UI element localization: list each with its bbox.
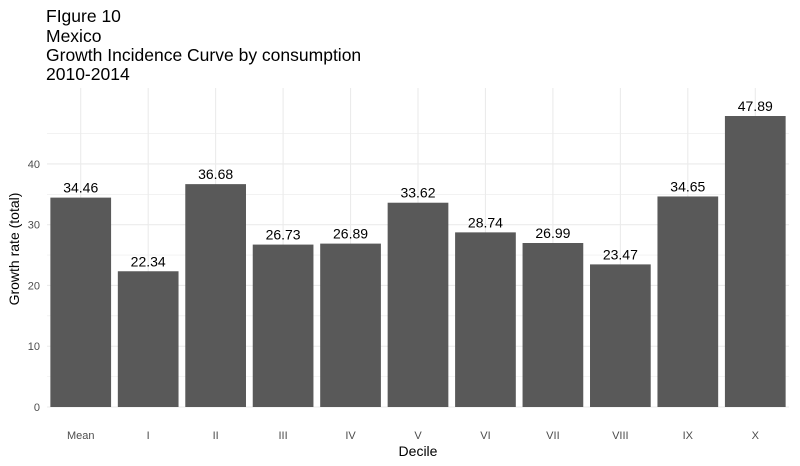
y-tick-label: 20	[28, 280, 40, 292]
x-tick-label: V	[414, 430, 422, 442]
y-tick-label: 30	[28, 220, 40, 232]
x-tick-label: III	[279, 430, 288, 442]
x-tick-label: Mean	[67, 430, 95, 442]
bar-vii	[522, 243, 584, 407]
bar-v	[387, 202, 449, 407]
data-label: 22.34	[131, 253, 166, 269]
x-tick-label: I	[147, 430, 150, 442]
y-tick-label: 40	[28, 159, 40, 171]
data-label: 23.47	[603, 246, 638, 262]
x-axis-ticks: Mean I II III IV V VI VII VIII IX X	[67, 430, 760, 442]
x-tick-label: VIII	[612, 430, 629, 442]
y-axis-ticks: 0 10 20 30 40	[28, 159, 40, 414]
x-tick-label: VII	[546, 430, 559, 442]
chart-title: FIgure 10 Mexico Growth Incidence Curve …	[46, 6, 361, 84]
data-label: 34.65	[670, 178, 705, 194]
data-label: 47.89	[738, 98, 773, 114]
bar-vi	[455, 232, 516, 407]
data-label: 28.74	[468, 214, 503, 230]
y-tick-label: 0	[34, 402, 40, 414]
title-line-2: Mexico	[46, 26, 101, 46]
x-tick-label: II	[213, 430, 219, 442]
y-tick-label: 10	[28, 341, 40, 353]
data-label: 33.62	[400, 185, 435, 201]
data-label: 26.99	[535, 225, 570, 241]
bars	[50, 116, 786, 408]
title-line-1: FIgure 10	[46, 6, 121, 26]
bar-iv	[320, 243, 381, 407]
x-tick-label: VI	[480, 430, 490, 442]
bar-iii	[252, 244, 314, 407]
title-line-3: Growth Incidence Curve by consumption	[46, 45, 361, 65]
x-tick-label: IX	[683, 430, 694, 442]
data-label: 36.68	[198, 166, 233, 182]
bar-viii	[590, 264, 651, 407]
y-axis-title: Growth rate (total)	[6, 193, 22, 306]
title-line-4: 2010-2014	[46, 64, 130, 84]
bar-mean	[50, 197, 112, 407]
bar-x	[724, 116, 786, 408]
bar-ii	[185, 184, 246, 407]
bar-i	[117, 271, 179, 407]
data-label: 26.89	[333, 226, 368, 242]
data-label: 34.46	[63, 180, 98, 196]
data-labels: 34.46 22.34 36.68 26.73 26.89 33.62 28.74 26.99…	[63, 98, 773, 269]
x-tick-label: IV	[345, 430, 356, 442]
bar-ix	[657, 196, 719, 407]
data-label: 26.73	[266, 227, 301, 243]
x-axis-title: Decile	[399, 443, 438, 459]
x-tick-label: X	[752, 430, 760, 442]
